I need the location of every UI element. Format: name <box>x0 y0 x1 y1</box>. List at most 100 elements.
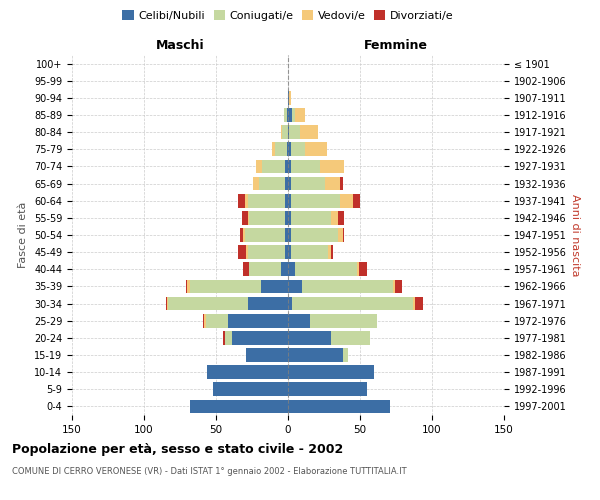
Bar <box>285 228 288 242</box>
Bar <box>353 194 360 207</box>
Bar <box>245 228 285 242</box>
Bar <box>256 160 262 173</box>
Bar <box>285 211 288 224</box>
Bar <box>246 348 288 362</box>
Bar <box>166 296 167 310</box>
Bar <box>213 382 288 396</box>
Bar <box>291 246 328 259</box>
Legend: Celibi/Nubili, Coniugati/e, Vedovi/e, Divorziati/e: Celibi/Nubili, Coniugati/e, Vedovi/e, Di… <box>120 8 456 23</box>
Bar <box>223 331 224 344</box>
Bar <box>320 160 344 173</box>
Bar <box>288 296 292 310</box>
Bar <box>244 228 245 242</box>
Bar <box>415 296 424 310</box>
Bar <box>288 246 291 259</box>
Bar <box>224 331 232 344</box>
Bar <box>282 126 288 139</box>
Bar <box>288 366 374 379</box>
Bar <box>291 142 305 156</box>
Bar <box>285 246 288 259</box>
Bar <box>287 142 288 156</box>
Bar <box>285 160 288 173</box>
Bar <box>328 246 331 259</box>
Bar <box>242 211 248 224</box>
Bar <box>292 296 413 310</box>
Bar <box>288 108 292 122</box>
Bar <box>203 314 205 328</box>
Bar <box>206 314 227 328</box>
Bar <box>299 126 318 139</box>
Bar <box>190 400 288 413</box>
Bar <box>295 108 305 122</box>
Bar <box>186 280 187 293</box>
Bar <box>305 142 327 156</box>
Bar <box>288 126 289 139</box>
Bar <box>291 176 325 190</box>
Bar <box>281 262 288 276</box>
Bar <box>289 126 299 139</box>
Bar <box>288 400 390 413</box>
Bar <box>281 126 282 139</box>
Bar <box>248 211 249 224</box>
Bar <box>288 280 302 293</box>
Bar <box>357 262 359 276</box>
Bar <box>288 142 291 156</box>
Text: Femmine: Femmine <box>364 38 428 52</box>
Bar <box>413 296 415 310</box>
Y-axis label: Fasce di età: Fasce di età <box>19 202 28 268</box>
Text: Popolazione per età, sesso e stato civile - 2002: Popolazione per età, sesso e stato civil… <box>12 442 343 456</box>
Bar <box>238 194 245 207</box>
Bar <box>246 246 248 259</box>
Bar <box>338 211 344 224</box>
Bar <box>393 280 395 293</box>
Bar <box>275 142 287 156</box>
Bar <box>253 176 259 190</box>
Bar <box>395 280 402 293</box>
Bar <box>343 228 344 242</box>
Bar <box>248 194 285 207</box>
Bar <box>245 194 248 207</box>
Bar <box>288 314 310 328</box>
Bar <box>288 331 331 344</box>
Bar <box>238 246 246 259</box>
Bar <box>291 211 331 224</box>
Bar <box>288 160 291 173</box>
Bar <box>288 262 295 276</box>
Bar <box>259 176 285 190</box>
Bar <box>227 314 288 328</box>
Bar <box>285 194 288 207</box>
Bar <box>190 280 260 293</box>
Bar <box>288 91 289 104</box>
Bar <box>288 176 291 190</box>
Bar <box>169 296 248 310</box>
Bar <box>338 228 343 242</box>
Bar <box>208 366 288 379</box>
Y-axis label: Anni di nascita: Anni di nascita <box>571 194 580 276</box>
Bar <box>310 314 377 328</box>
Bar <box>343 348 349 362</box>
Bar <box>241 228 244 242</box>
Bar <box>187 280 190 293</box>
Bar <box>359 262 367 276</box>
Bar <box>291 160 320 173</box>
Bar <box>232 331 288 344</box>
Bar <box>262 160 285 173</box>
Bar <box>331 331 370 344</box>
Bar <box>248 246 285 259</box>
Bar <box>289 91 291 104</box>
Bar <box>331 211 338 224</box>
Text: COMUNE DI CERRO VERONESE (VR) - Dati ISTAT 1° gennaio 2002 - Elaborazione TUTTIT: COMUNE DI CERRO VERONESE (VR) - Dati IST… <box>12 468 407 476</box>
Bar <box>205 314 206 328</box>
Bar <box>292 108 295 122</box>
Bar <box>288 228 291 242</box>
Bar <box>248 296 288 310</box>
Bar <box>331 246 332 259</box>
Bar <box>340 176 343 190</box>
Bar <box>288 211 291 224</box>
Bar <box>285 176 288 190</box>
Bar <box>302 280 393 293</box>
Bar <box>284 108 287 122</box>
Bar <box>272 142 275 156</box>
Bar <box>244 262 249 276</box>
Bar <box>167 296 169 310</box>
